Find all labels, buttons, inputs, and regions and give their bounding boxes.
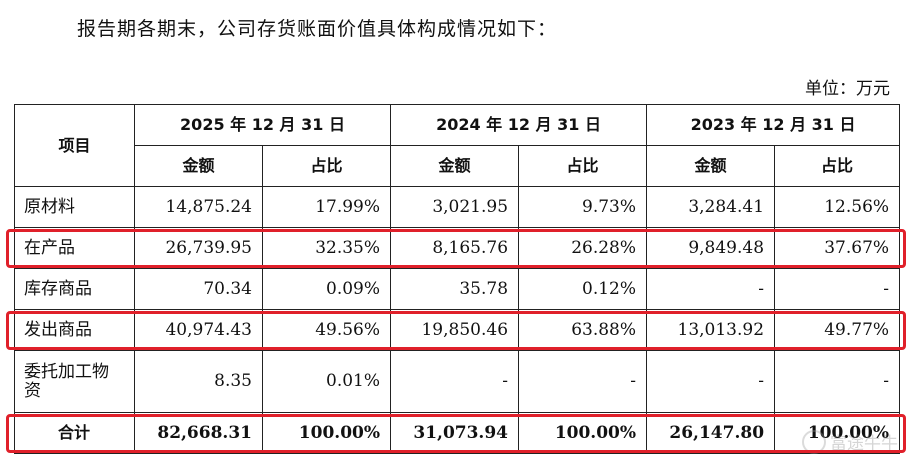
row-label: 发出商品 — [14, 309, 135, 351]
table-cell: 100.00% — [261, 412, 392, 454]
table-row: 原材料 14,875.24 17.99% 3,021.95 9.73% 3,28… — [14, 186, 901, 228]
table-cell: - — [518, 350, 648, 413]
table-cell: 49.56% — [261, 309, 392, 351]
row-label: 库存商品 — [14, 268, 135, 310]
table-cell: - — [646, 268, 776, 310]
table-cell: 40,974.43 — [134, 309, 263, 351]
column-header: 占比 — [261, 145, 392, 187]
table-cell: 0.12% — [518, 268, 648, 310]
table-row: 库存商品 70.34 0.09% 35.78 0.12% - - — [14, 268, 901, 310]
column-header: 占比 — [518, 145, 648, 187]
table-cell: 3,021.95 — [390, 186, 520, 228]
period-header: 2023 年 12 月 31 日 — [646, 104, 901, 146]
inventory-table: 项目 2025 年 12 月 31 日 2024 年 12 月 31 日 202… — [14, 104, 901, 454]
table-cell: 12.56% — [774, 186, 901, 228]
total-row: 合计 82,668.31 100.00% 31,073.94 100.00% 2… — [14, 412, 901, 454]
column-header: 金额 — [646, 145, 776, 187]
row-label: 在产品 — [14, 227, 135, 269]
header-row-periods: 项目 2025 年 12 月 31 日 2024 年 12 月 31 日 202… — [14, 104, 901, 187]
column-header: 占比 — [774, 145, 901, 187]
table-row: 委托加工物资 8.35 0.01% - - - - — [14, 350, 901, 413]
table-cell: 32.35% — [261, 227, 392, 269]
table-cell: 70.34 — [134, 268, 263, 310]
table-cell: 31,073.94 — [390, 412, 520, 454]
table-cell: 9.73% — [518, 186, 648, 228]
table-cell: 8.35 — [134, 350, 263, 413]
table-cell: 14,875.24 — [134, 186, 263, 228]
table-cell: 63.88% — [518, 309, 648, 351]
futu-logo-icon — [802, 429, 826, 454]
table-cell: 26,739.95 — [134, 227, 263, 269]
table-cell: 82,668.31 — [134, 412, 263, 454]
table-cell: 3,284.41 — [646, 186, 776, 228]
watermark: 富途牛牛 — [802, 429, 898, 454]
table-cell: 37.67% — [774, 227, 901, 269]
table-cell: 49.77% — [774, 309, 901, 351]
table-cell: 13,013.92 — [646, 309, 776, 351]
table-cell: 0.09% — [261, 268, 392, 310]
table-cell: 26.28% — [518, 227, 648, 269]
watermark-text: 富途牛牛 — [830, 434, 898, 454]
table-cell: 19,850.46 — [390, 309, 520, 351]
column-header: 金额 — [134, 145, 263, 187]
row-label: 合计 — [14, 412, 135, 454]
table-cell: 100.00% — [774, 412, 901, 454]
table-cell: 100.00% — [518, 412, 648, 454]
table-cell: 35.78 — [390, 268, 520, 310]
intro-text: 报告期各期末，公司存货账面价值具体构成情况如下： — [77, 18, 558, 40]
table-cell: 26,147.80 — [646, 412, 776, 454]
table-cell: - — [646, 350, 776, 413]
period-header: 2024 年 12 月 31 日 — [390, 104, 648, 146]
table-cell: - — [774, 350, 901, 413]
table-cell: - — [774, 268, 901, 310]
table-row: 发出商品 40,974.43 49.56% 19,850.46 63.88% 1… — [14, 309, 901, 351]
table-cell: 8,165.76 — [390, 227, 520, 269]
table-cell: 17.99% — [261, 186, 392, 228]
header-row-columns: 金额 占比 金额 占比 金额 占比 — [15, 145, 901, 187]
unit-label: 单位：万元 — [805, 79, 890, 99]
table-cell: 9,849.48 — [646, 227, 776, 269]
table-cell: - — [390, 350, 520, 413]
column-header: 金额 — [390, 145, 520, 187]
period-header: 2025 年 12 月 31 日 — [133, 104, 392, 146]
row-label: 委托加工物资 — [14, 350, 135, 413]
table-cell: 0.01% — [261, 350, 392, 413]
item-header: 项目 — [14, 104, 135, 187]
table-row: 在产品 26,739.95 32.35% 8,165.76 26.28% 9,8… — [14, 227, 901, 269]
row-label: 原材料 — [14, 186, 135, 228]
